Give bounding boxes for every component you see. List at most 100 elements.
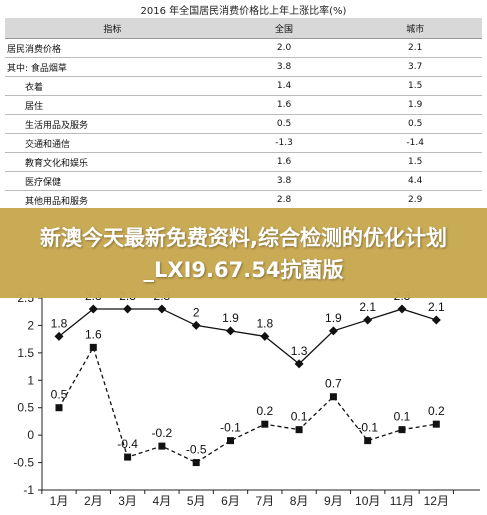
data-label: 0.7 [325, 377, 342, 391]
data-point-square [124, 453, 132, 461]
x-tick-label: 7月 [255, 494, 274, 508]
data-point-diamond [328, 326, 338, 336]
x-tick-label: 8月 [290, 494, 309, 508]
series-line [58, 308, 437, 365]
row-city-value: 2.1 [348, 38, 482, 58]
x-tick-label: 3月 [118, 494, 137, 508]
data-point-square [158, 442, 166, 450]
row-label: 居住 [5, 95, 220, 115]
data-label: 1.6 [85, 327, 102, 341]
x-tick-label: 11月 [390, 494, 414, 508]
row-label: 教育文化和娱乐 [5, 152, 220, 172]
data-label: 1.9 [222, 311, 239, 325]
data-point-square [261, 420, 269, 428]
data-label: 2.1 [428, 300, 445, 314]
row-city-value: -1.4 [348, 133, 482, 153]
data-point-square [398, 426, 406, 434]
data-point-square [89, 343, 97, 351]
y-tick-label: 1.5 [17, 346, 34, 360]
row-city-value: 1.5 [348, 152, 482, 172]
overlay-banner [0, 208, 487, 298]
row-label: 生活用品及服务 [5, 114, 220, 134]
table-title: 2016 年全国居民消费价格比上年上涨比率(%) [140, 6, 347, 17]
data-label: 1.3 [291, 344, 308, 358]
row-city-value: 1.9 [348, 95, 482, 115]
x-tick-label: 5月 [187, 494, 206, 508]
row-national-value: -1.3 [219, 133, 349, 153]
data-label: 0.2 [428, 404, 445, 418]
row-city-value: 4.4 [348, 171, 482, 191]
row-national-value: 1.6 [219, 152, 349, 172]
data-point-diamond [260, 331, 270, 341]
table-row: 医疗保健 3.8 4.4 [5, 171, 482, 191]
y-tick-label: 2 [27, 318, 34, 332]
x-tick-label: 1月 [50, 494, 69, 508]
data-point-diamond [88, 304, 98, 314]
row-city-value: 1.5 [348, 76, 482, 96]
table-row: 衣着 1.4 1.5 [5, 76, 482, 96]
data-point-diamond [226, 326, 235, 336]
header-city: 城市 [348, 18, 482, 39]
header-national: 全国 [219, 18, 349, 39]
row-label: 其中: 食品烟草 [5, 57, 220, 77]
y-tick-label: 0 [27, 428, 34, 442]
row-label: 交通和通信 [5, 133, 220, 153]
x-tick-label: 9月 [324, 494, 343, 508]
table-row: 其中: 食品烟草 3.8 3.7 [5, 57, 482, 77]
row-national-value: 1.4 [219, 76, 349, 96]
data-point-square [295, 426, 303, 434]
data-point-diamond [363, 315, 373, 325]
data-point-diamond [123, 304, 133, 314]
data-point-square [432, 420, 440, 428]
row-national-value: 1.6 [219, 95, 349, 115]
y-tick-label: 0.5 [17, 401, 34, 415]
data-point-diamond [54, 331, 64, 341]
data-point-square [55, 404, 63, 412]
data-label: -0.1 [220, 421, 241, 435]
row-city-value: 3.7 [348, 57, 482, 77]
data-label: -0.2 [152, 426, 173, 440]
row-national-value: 2.0 [219, 38, 349, 58]
row-label: 衣着 [5, 76, 220, 96]
x-tick-label: 6月 [221, 494, 240, 508]
y-tick-label: -0.5 [13, 456, 34, 470]
y-tick-label: -1 [23, 483, 34, 497]
y-tick-label: 1 [27, 373, 34, 387]
row-label: 居民消费价格 [5, 38, 220, 58]
data-label: 1.8 [256, 316, 273, 330]
data-label: -0.4 [117, 437, 138, 451]
table-header-row: 指标 全国 城市 [5, 18, 482, 39]
row-national-value: 3.8 [219, 171, 349, 191]
data-label: 0.5 [51, 388, 68, 402]
x-tick-label: 12月 [424, 494, 449, 508]
data-label: -0.1 [357, 421, 378, 435]
data-label: 1.8 [51, 316, 68, 330]
table-row: 其他用品和服务 2.8 2.9 [5, 190, 482, 210]
row-national-value: 0.5 [219, 114, 349, 134]
row-national-value: 3.8 [219, 57, 349, 77]
data-point-square [329, 393, 337, 401]
data-point-diamond [397, 304, 407, 314]
data-label: -0.5 [186, 443, 207, 457]
data-label: 0.1 [394, 410, 411, 424]
data-label: 2.1 [359, 300, 376, 314]
data-point-square [227, 437, 234, 445]
table-row: 生活用品及服务 0.5 0.5 [5, 114, 482, 134]
x-tick-label: 10月 [355, 494, 380, 508]
data-label: 2 [193, 305, 200, 319]
data-point-square [192, 459, 200, 467]
table-row: 教育文化和娱乐 1.6 1.5 [5, 152, 482, 172]
table-row: 居住 1.6 1.9 [5, 95, 482, 115]
data-point-diamond [157, 304, 167, 314]
data-point-diamond [294, 359, 304, 369]
data-point-diamond [191, 320, 201, 330]
data-label: 0.1 [291, 410, 308, 424]
data-point-square [364, 437, 372, 445]
table-row: 交通和通信 -1.3 -1.4 [5, 133, 482, 153]
row-label: 医疗保健 [5, 171, 220, 191]
x-tick-label: 2月 [84, 494, 103, 508]
row-city-value: 0.5 [348, 114, 482, 134]
cpi-table: 指标 全国 城市 居民消费价格 2.0 2.1 其中: 食品烟草 3.8 3.7 衣着 1.4… [5, 18, 482, 210]
x-tick-label: 4月 [153, 494, 172, 508]
